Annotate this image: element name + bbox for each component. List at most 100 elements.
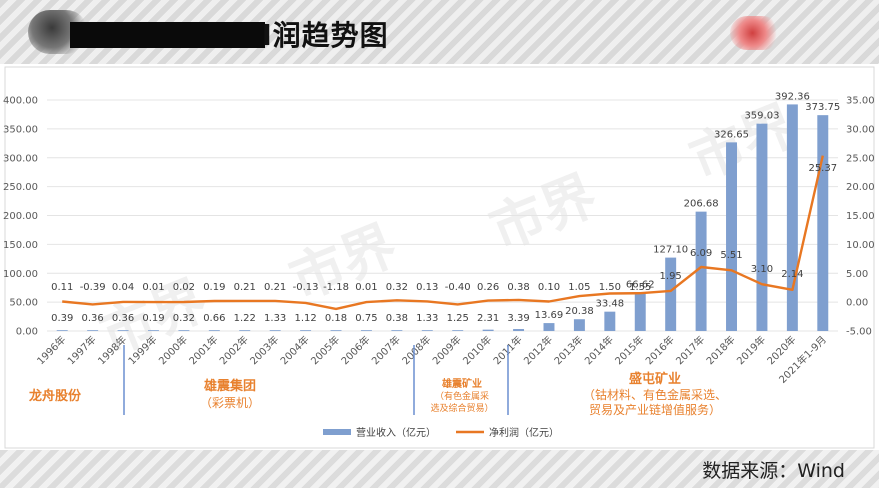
revenue-bar xyxy=(208,330,220,331)
revenue-data-label: 0.32 xyxy=(173,313,195,324)
x-tick-label: 2012年 xyxy=(521,333,555,367)
net-profit-data-label: 0.01 xyxy=(142,282,164,293)
revenue-bar xyxy=(513,329,525,331)
revenue-bar xyxy=(786,104,798,331)
revenue-bar xyxy=(330,330,342,331)
x-tick-label: 2013年 xyxy=(551,333,585,367)
net-profit-data-label: 0.21 xyxy=(234,282,256,293)
x-tick-label: 2006年 xyxy=(338,333,372,367)
revenue-bar xyxy=(178,330,190,331)
x-tick-label: 2004年 xyxy=(277,333,311,367)
x-tick-label: 2015年 xyxy=(612,333,646,367)
net-profit-data-label: -0.40 xyxy=(445,282,471,293)
revenue-bar xyxy=(421,330,433,331)
era-annotation: 雄震集团 xyxy=(203,378,256,394)
y-right-tick-label: 25.00 xyxy=(846,153,875,164)
revenue-bar xyxy=(360,330,372,331)
net-profit-data-label: 0.21 xyxy=(264,282,286,293)
revenue-data-label: 33.48 xyxy=(596,299,625,310)
redacted-bar xyxy=(70,22,265,48)
y-right-tick-label: 30.00 xyxy=(846,124,875,135)
net-profit-data-label: 1.05 xyxy=(568,282,590,293)
y-left-tick-label: 350.00 xyxy=(3,124,38,135)
x-tick-label: 2016年 xyxy=(643,333,677,367)
revenue-data-label: 0.19 xyxy=(142,313,164,324)
y-left-tick-label: 0.00 xyxy=(16,327,38,338)
y-left-tick-label: 400.00 xyxy=(3,96,38,107)
revenue-data-label: 326.65 xyxy=(714,129,749,140)
y-right-tick-label: -5.00 xyxy=(846,327,872,338)
x-tick-label: 2017年 xyxy=(673,333,707,367)
revenue-bar xyxy=(239,330,251,331)
x-tick-label: 2002年 xyxy=(217,333,251,367)
data-source-label: 数据来源：Wind xyxy=(702,460,845,482)
revenue-bar xyxy=(695,211,707,331)
revenue-data-label: 1.12 xyxy=(294,313,316,324)
revenue-data-label: 1.22 xyxy=(234,313,256,324)
y-right-tick-label: 10.00 xyxy=(846,240,875,251)
revenue-bar xyxy=(482,329,494,331)
net-profit-data-label: 0.32 xyxy=(386,282,408,293)
era-annotation: （彩票机） xyxy=(200,396,260,410)
net-profit-data-label: -0.13 xyxy=(293,282,319,293)
revenue-bar xyxy=(543,323,555,331)
revenue-data-label: 1.33 xyxy=(264,313,286,324)
net-profit-data-label: 3.10 xyxy=(751,264,773,275)
era-annotation: 选及综合贸易） xyxy=(430,402,493,414)
y-right-tick-label: 0.00 xyxy=(846,298,868,309)
net-profit-data-label: 5.51 xyxy=(720,250,742,261)
revenue-data-label: 373.75 xyxy=(805,102,840,113)
revenue-bar xyxy=(756,123,768,331)
y-left-tick-label: 250.00 xyxy=(3,182,38,193)
revenue-bar xyxy=(269,330,281,331)
x-tick-label: 2010年 xyxy=(460,333,494,367)
watermark-text: 市界 xyxy=(681,93,805,192)
x-tick-label: 2005年 xyxy=(308,333,342,367)
revenue-data-label: 1.25 xyxy=(447,313,469,324)
x-tick-label: 2019年 xyxy=(734,333,768,367)
y-left-tick-label: 200.00 xyxy=(3,211,38,222)
net-profit-data-label: 0.19 xyxy=(203,282,225,293)
net-profit-data-label: 0.01 xyxy=(355,282,377,293)
net-profit-data-label: 25.37 xyxy=(808,163,837,174)
era-annotation: （有色金属采 xyxy=(435,390,489,402)
revenue-data-label: 0.66 xyxy=(203,313,225,324)
watermark-text: 市界 xyxy=(281,213,405,312)
x-tick-label: 1997年 xyxy=(64,333,98,367)
revenue-data-label: 20.38 xyxy=(565,306,594,317)
era-annotation: 盛屯矿业 xyxy=(629,371,681,387)
y-left-tick-label: 150.00 xyxy=(3,240,38,251)
chart-frame xyxy=(4,66,875,449)
net-profit-data-label: 0.13 xyxy=(416,282,438,293)
revenue-bar xyxy=(148,330,159,331)
watermark-text: 市界 xyxy=(481,163,605,262)
legend-line-label: 净利润（亿元） xyxy=(489,426,559,439)
revenue-data-label: 2.31 xyxy=(477,313,499,324)
revenue-data-label: 0.36 xyxy=(82,313,104,324)
revenue-data-label: 66.62 xyxy=(626,280,655,291)
net-profit-data-label: 1.95 xyxy=(660,271,682,282)
x-tick-label: 2003年 xyxy=(247,333,281,367)
x-tick-label: 1996年 xyxy=(34,333,68,367)
revenue-data-label: 3.39 xyxy=(507,313,529,324)
x-tick-label: 2008年 xyxy=(399,333,433,367)
net-profit-data-label: 2.14 xyxy=(781,269,803,280)
era-annotation: （钴材料、有色金属采选、 xyxy=(583,387,727,402)
net-profit-line xyxy=(62,155,824,311)
net-profit-data-label: 0.11 xyxy=(51,282,73,293)
revenue-bar xyxy=(634,292,646,331)
y-left-tick-label: 300.00 xyxy=(3,153,38,164)
net-profit-data-label: 6.09 xyxy=(690,248,712,259)
y-right-tick-label: 35.00 xyxy=(846,96,875,107)
y-right-tick-label: 15.00 xyxy=(846,211,875,222)
revenue-bar xyxy=(604,311,616,331)
revenue-data-label: 1.33 xyxy=(416,313,438,324)
revenue-data-label: 0.18 xyxy=(325,313,347,324)
revenue-data-label: 359.03 xyxy=(744,111,779,122)
legend-bar-label: 营业收入（亿元） xyxy=(356,426,436,439)
x-tick-label: 2007年 xyxy=(369,333,403,367)
revenue-data-label: 392.36 xyxy=(775,91,810,102)
y-right-tick-label: 20.00 xyxy=(846,182,875,193)
revenue-data-label: 0.38 xyxy=(386,313,408,324)
